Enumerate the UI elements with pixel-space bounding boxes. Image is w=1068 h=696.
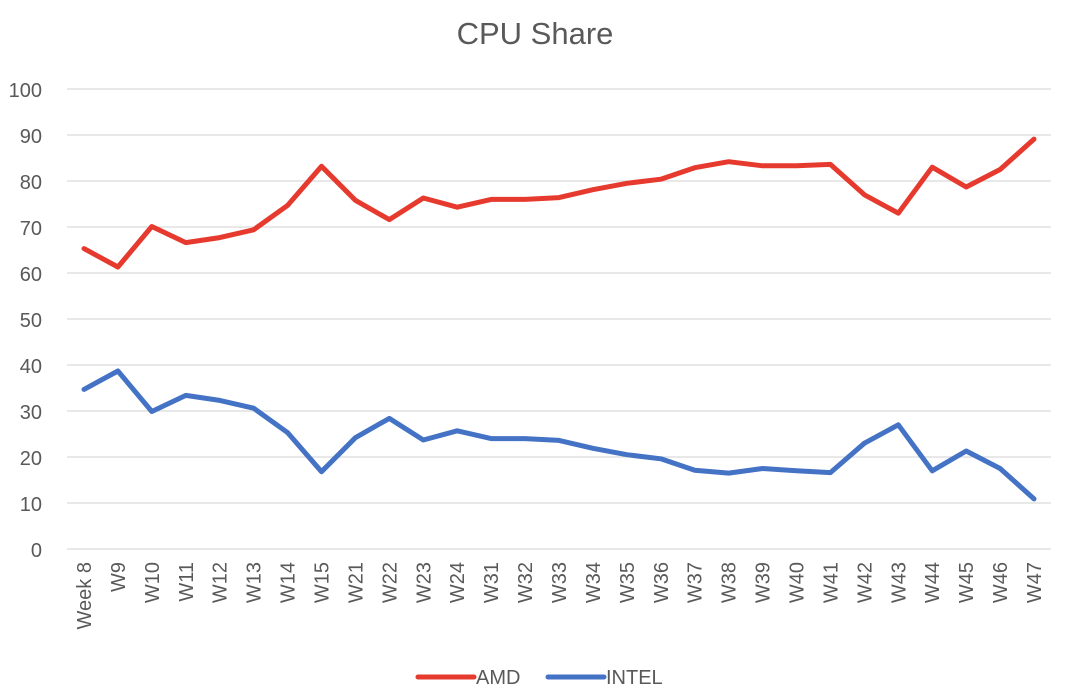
x-tick-label: W45 [956,562,978,603]
x-tick-label: W46 [990,562,1012,603]
x-tick-label: W22 [379,562,401,603]
x-tick-label: W35 [617,562,639,603]
x-tick-label: W44 [922,562,944,603]
x-axis-tick-labels: Week 8 W9 W10 W11 W12 W13 W14 W15 W21 W22 W23 W24 W3… [74,562,1046,629]
x-tick-label: W37 [685,562,707,603]
series-line-intel [81,368,1037,502]
x-tick-label: W15 [311,562,333,603]
series-lines [81,136,1037,502]
x-tick-label: W41 [820,562,842,603]
x-tick-label: W10 [142,562,164,603]
x-tick-label: W31 [481,562,503,603]
y-tick-label: 20 [20,448,42,470]
chart-title: CPU Share [457,16,614,51]
y-tick-label: 100 [9,80,42,102]
x-tick-label: W42 [854,562,876,603]
y-tick-label: 50 [20,310,42,332]
legend: AMD INTEL [415,667,663,689]
x-tick-label: Week 8 [74,562,96,629]
x-tick-label: W24 [447,562,469,603]
x-tick-label: W32 [515,562,537,603]
legend-label-intel: INTEL [606,667,663,689]
x-tick-label: W13 [244,562,266,603]
y-tick-label: 40 [20,356,42,378]
y-tick-label: 60 [20,264,42,286]
y-tick-label: 80 [20,172,42,194]
gridlines [67,88,1051,550]
y-tick-label: 70 [20,218,42,240]
y-tick-label: 10 [20,494,42,516]
x-tick-label: W11 [176,562,198,602]
x-tick-label: W40 [787,562,809,603]
legend-label-amd: AMD [476,667,520,689]
x-tick-label: W34 [583,562,605,603]
series-line-amd [81,136,1037,270]
x-tick-label: W9 [108,562,130,592]
x-tick-label: W39 [753,562,775,603]
x-tick-label: W36 [651,562,673,603]
x-tick-label: W14 [278,562,300,603]
x-tick-label: W23 [413,562,435,603]
x-tick-label: W33 [549,562,571,603]
y-axis-tick-labels: 0 10 20 30 40 50 60 70 80 90 100 [9,80,42,562]
y-tick-label: 0 [31,540,42,562]
x-tick-label: W12 [210,562,232,603]
x-tick-label: W21 [345,562,367,603]
x-tick-label: W47 [1024,562,1046,603]
y-tick-label: 30 [20,402,42,424]
y-tick-label: 90 [20,126,42,148]
x-tick-label: W43 [888,562,910,603]
x-tick-label: W38 [719,562,741,603]
